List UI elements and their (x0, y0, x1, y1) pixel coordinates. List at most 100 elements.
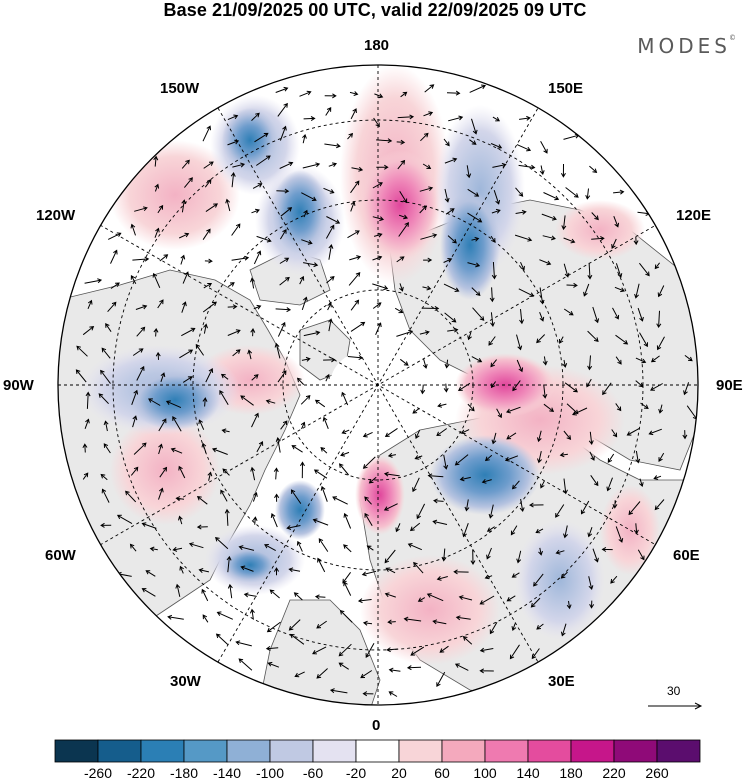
wind-arrow (539, 259, 552, 266)
wind-arrow (566, 600, 572, 610)
wind-arrow (76, 345, 88, 357)
wind-arrow (455, 615, 471, 621)
wind-arrow (589, 165, 598, 174)
wind-arrow (496, 408, 502, 419)
wind-arrow (486, 526, 495, 532)
wind-arrow (202, 228, 211, 240)
wind-arrow (328, 318, 333, 332)
wind-arrow (294, 671, 305, 678)
lon-label-120e: 120E (676, 207, 712, 224)
wind-arrow (179, 349, 194, 359)
wind-arrow (587, 262, 593, 280)
wind-arrow (253, 250, 262, 265)
wind-arrow (471, 118, 478, 135)
wind-arrow (293, 592, 303, 601)
wind-arrow (362, 431, 373, 438)
lon-label-30e: 30E (548, 673, 575, 690)
wind-arrow (225, 198, 231, 212)
wind-arrow (253, 304, 262, 310)
wind-arrow (130, 274, 137, 285)
wind-arrow (580, 500, 590, 515)
wind-arrow (202, 397, 208, 407)
wind-arrow (341, 429, 350, 435)
wind-arrow (175, 583, 181, 597)
wind-arrow (560, 623, 567, 637)
wind-arrow (343, 581, 352, 596)
wind-arrow (227, 583, 233, 599)
wind-arrow (413, 561, 424, 574)
wind-arrow (366, 545, 374, 551)
wind-arrow (134, 206, 148, 212)
wind-arrow (472, 307, 485, 321)
wind-arrow (386, 647, 399, 653)
wind-arrow (100, 473, 108, 481)
wind-arrow (374, 93, 384, 99)
wind-arrow (158, 487, 164, 500)
wind-arrow (506, 595, 516, 602)
wind-arrow (182, 271, 189, 284)
wind-arrow (270, 512, 278, 528)
wind-arrow (203, 323, 208, 334)
wind-arrow (325, 373, 330, 382)
wind-arrow (312, 518, 329, 526)
wind-arrow (515, 187, 524, 197)
wind-arrow (492, 116, 501, 122)
wind-arrow (231, 255, 250, 261)
wind-arrow (612, 307, 620, 320)
wind-arrow (491, 261, 497, 280)
wind-arrow (276, 188, 290, 194)
wind-arrow (560, 163, 566, 178)
wind-arrow (479, 647, 494, 653)
wind-arrow (299, 275, 305, 285)
wind-arrow (399, 283, 404, 292)
wind-arrow (350, 299, 360, 311)
wind-arrow (613, 189, 625, 195)
wind-arrow (542, 356, 548, 366)
brand-logo: MODES© (637, 34, 736, 58)
wind-arrow (396, 256, 405, 263)
wind-arrow (314, 399, 326, 408)
wind-arrow (327, 302, 332, 311)
wind-arrow (195, 343, 205, 356)
wind-arrow (479, 668, 494, 674)
wind-arrow (172, 546, 183, 552)
wind-arrow (490, 381, 497, 389)
wind-arrow (279, 125, 287, 141)
colorbar-tick-label: 60 (434, 765, 450, 781)
wind-arrow (489, 621, 498, 635)
wind-arrow (493, 190, 501, 205)
wind-arrow (443, 138, 450, 147)
wind-arrow (318, 538, 329, 552)
wind-arrow (587, 355, 593, 371)
wind-arrow (614, 286, 626, 293)
wind-arrow (348, 272, 361, 286)
wind-arrow (275, 437, 281, 453)
wind-arrow (540, 140, 548, 154)
lon-label-0: 0 (372, 717, 381, 734)
wind-arrow (443, 383, 449, 393)
wind-arrow (250, 466, 256, 481)
wind-arrow (100, 522, 112, 528)
wind-arrow (250, 277, 255, 289)
wind-arrow (324, 93, 337, 99)
wind-arrow (198, 419, 205, 430)
wind-arrow (220, 373, 229, 380)
wind-arrow (467, 332, 472, 341)
wind-arrow (511, 480, 520, 490)
lon-label-90e: 90E (716, 377, 743, 394)
wind-arrow (592, 306, 600, 324)
wind-arrow (383, 471, 400, 477)
wind-arrow (280, 420, 288, 430)
wind-arrow (135, 304, 148, 310)
wind-arrow (606, 477, 613, 492)
wind-arrow (658, 452, 665, 462)
wind-arrow (312, 646, 327, 655)
wind-arrow (626, 427, 640, 436)
wind-arrow (572, 407, 588, 416)
wind-arrow (469, 84, 486, 93)
wind-arrow (203, 283, 213, 289)
wind-arrow (347, 132, 354, 140)
wind-arrow (204, 179, 212, 188)
wind-arrow (180, 254, 186, 265)
wind-arrow (211, 447, 228, 455)
